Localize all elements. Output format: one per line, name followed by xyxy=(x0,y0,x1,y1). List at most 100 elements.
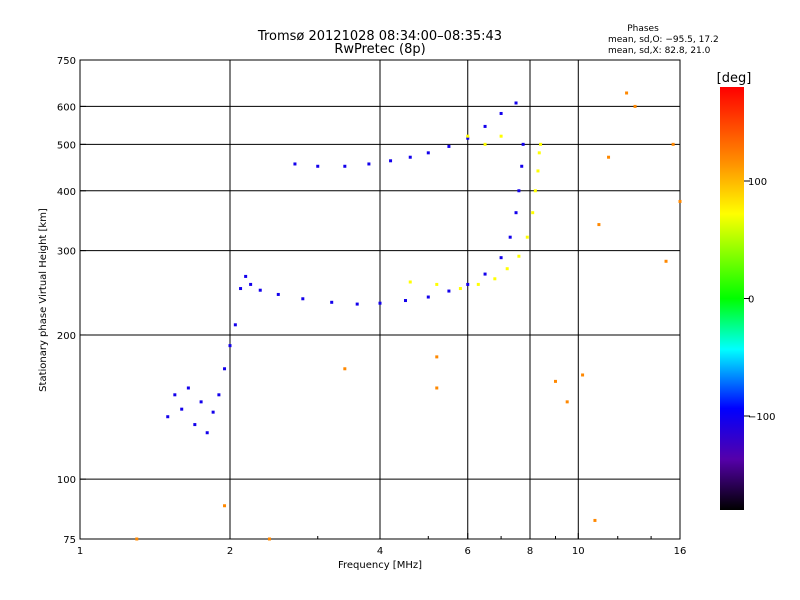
data-point-scatter xyxy=(435,386,439,390)
data-point-o xyxy=(408,155,412,159)
data-point-x xyxy=(408,280,412,284)
data-point-x xyxy=(458,287,462,291)
x-tick-label: 6 xyxy=(465,546,471,557)
data-point-scatter xyxy=(135,537,139,541)
data-point-o xyxy=(517,189,521,193)
data-point-o xyxy=(343,164,347,168)
data-point-o xyxy=(193,423,197,427)
data-point-x xyxy=(483,142,487,146)
data-point-x xyxy=(517,254,521,258)
data-point-o xyxy=(426,295,430,299)
data-point-scatter xyxy=(565,400,569,404)
stats-heading: Phases xyxy=(627,24,659,34)
data-point-o xyxy=(466,136,470,140)
data-point-o xyxy=(301,297,305,301)
data-point-o xyxy=(258,288,262,292)
data-point-x xyxy=(493,277,497,281)
data-point-o xyxy=(276,292,280,296)
data-point-o xyxy=(447,289,451,293)
y-axis-label: Stationary phase Virtual Height [km] xyxy=(38,208,49,392)
colorbar-tick-label: −100 xyxy=(748,412,775,423)
data-point-scatter xyxy=(343,367,347,371)
data-point-o xyxy=(166,415,170,419)
data-point-o xyxy=(499,256,503,260)
data-point-scatter xyxy=(633,104,637,108)
data-point-scatter xyxy=(625,91,629,95)
data-point-o xyxy=(514,211,518,215)
x-tick-label: 4 xyxy=(377,546,383,557)
data-point-o xyxy=(217,393,221,397)
data-point-scatter xyxy=(664,259,668,263)
x-axis-ticks: 1 2 4 6 8 10 16 xyxy=(77,533,687,557)
y-tick-label: 75 xyxy=(63,535,76,546)
data-point-o xyxy=(466,282,470,286)
data-point-scatter xyxy=(678,199,682,203)
data-point-o xyxy=(186,386,190,390)
data-point-o xyxy=(514,101,518,105)
data-point-x xyxy=(539,142,543,146)
data-point-o xyxy=(367,162,371,166)
data-point-o xyxy=(499,111,503,115)
data-point-o xyxy=(521,142,525,146)
data-point-x xyxy=(476,282,480,286)
data-point-scatter xyxy=(553,379,557,383)
data-point-x xyxy=(466,134,470,138)
y-tick-label: 600 xyxy=(57,102,76,113)
data-point-o xyxy=(233,323,237,327)
data-point-scatter xyxy=(671,142,675,146)
data-point-o xyxy=(330,300,334,304)
chart-subtitle: RwPretec (8p) xyxy=(334,42,425,57)
data-point-o xyxy=(508,235,512,239)
chart-title: Tromsø 20121028 08:34:00–08:35:43 xyxy=(257,29,502,44)
y-axis-ticks: 75 100 200 300 400 500 600 750 xyxy=(57,56,86,546)
colorbar xyxy=(720,87,744,510)
data-points xyxy=(135,91,682,541)
data-point-o xyxy=(211,410,215,414)
data-point-scatter xyxy=(597,223,601,227)
data-point-o xyxy=(173,393,177,397)
colorbar-tick-label: 100 xyxy=(748,177,767,188)
x-tick-label: 1 xyxy=(77,546,83,557)
data-point-o xyxy=(389,159,393,163)
data-point-o xyxy=(426,151,430,155)
data-point-o xyxy=(447,144,451,148)
x-axis-label: Frequency [MHz] xyxy=(338,560,422,571)
data-point-x xyxy=(537,151,541,155)
data-point-o xyxy=(520,164,524,168)
data-point-scatter xyxy=(593,518,597,522)
y-tick-label: 300 xyxy=(57,247,76,258)
data-point-o xyxy=(355,302,359,306)
data-point-scatter xyxy=(581,373,585,377)
data-point-o xyxy=(249,282,253,286)
y-tick-label: 500 xyxy=(57,140,76,151)
y-tick-label: 200 xyxy=(57,331,76,342)
x-tick-label: 10 xyxy=(572,546,585,557)
data-point-o xyxy=(205,431,209,435)
data-point-o xyxy=(199,400,203,404)
data-point-scatter xyxy=(435,355,439,359)
x-tick-label: 16 xyxy=(674,546,687,557)
stats-line-x: mean, sd,X: 82.8, 21.0 xyxy=(608,46,711,56)
data-point-x xyxy=(525,235,529,239)
data-point-o xyxy=(239,287,243,291)
data-point-scatter xyxy=(267,537,271,541)
data-point-x xyxy=(499,134,503,138)
data-point-o xyxy=(293,162,297,166)
data-point-x xyxy=(536,169,540,173)
data-point-o xyxy=(180,407,184,411)
data-point-x xyxy=(505,267,509,271)
stats-line-o: mean, sd,O: −95.5, 17.2 xyxy=(608,35,719,45)
data-point-o xyxy=(223,367,227,371)
data-point-o xyxy=(244,274,248,278)
data-point-o xyxy=(378,301,382,305)
data-point-x xyxy=(533,189,537,193)
data-point-x xyxy=(531,211,535,215)
data-point-o xyxy=(483,124,487,128)
x-tick-label: 2 xyxy=(227,546,233,557)
y-tick-label: 100 xyxy=(57,475,76,486)
data-point-x xyxy=(435,282,439,286)
data-point-o xyxy=(316,164,320,168)
y-tick-label: 750 xyxy=(57,56,76,67)
data-point-scatter xyxy=(223,504,227,508)
